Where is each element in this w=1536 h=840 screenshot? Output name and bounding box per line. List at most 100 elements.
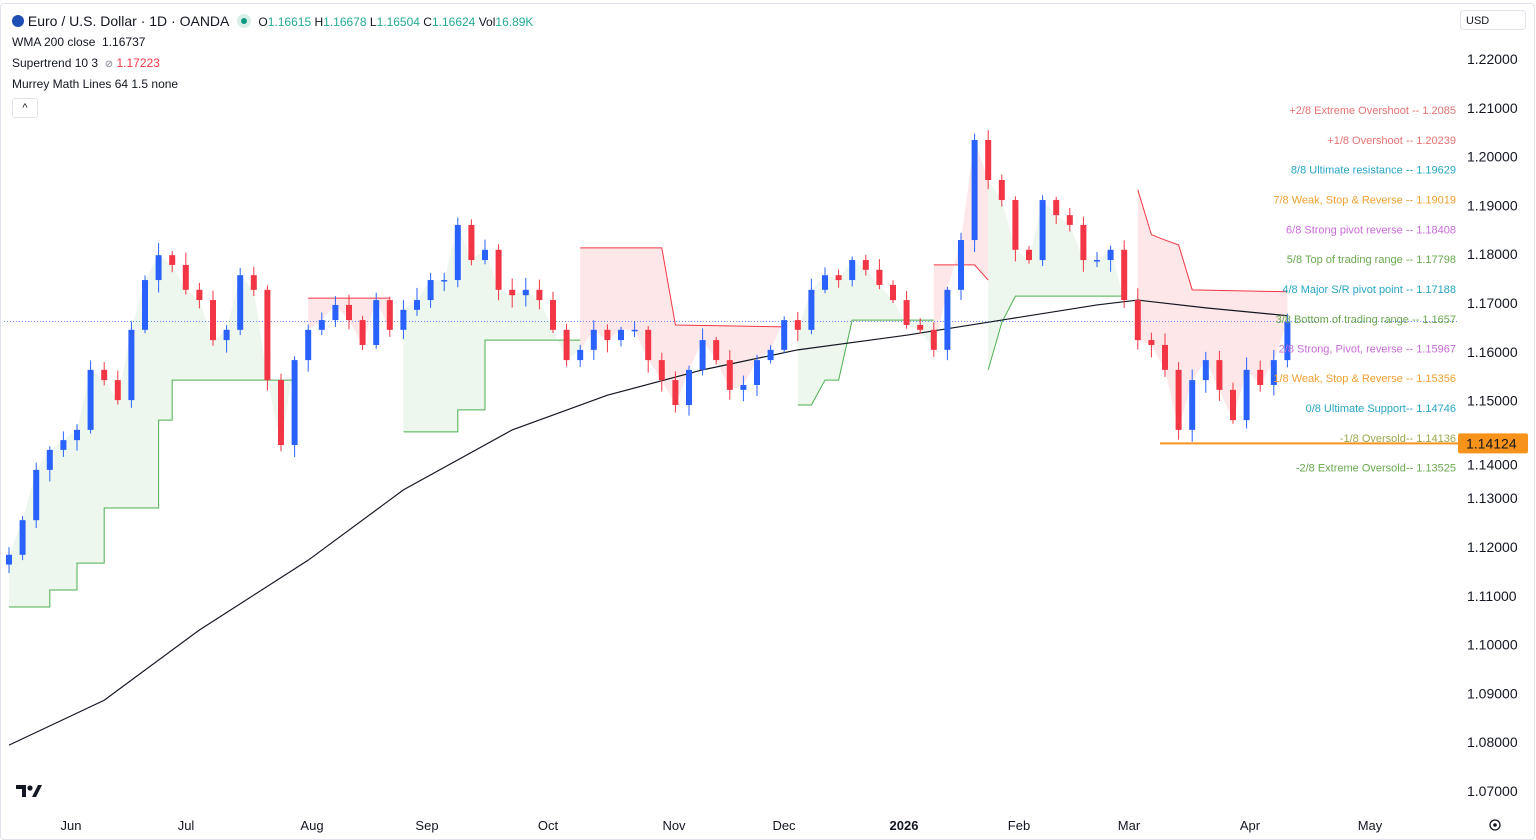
candle-body (917, 324, 924, 330)
candle-body (1053, 200, 1060, 216)
hidden-icon: ⊘ (104, 59, 114, 70)
candle-body (1257, 369, 1264, 385)
supertrend-fill-down (308, 298, 390, 345)
candle-body (6, 554, 12, 565)
price-label-text: 1.14124 (1466, 435, 1517, 451)
candle-body (427, 280, 434, 301)
y-tick-label: 1.17000 (1467, 295, 1518, 311)
candle-body (318, 320, 325, 330)
candle-body (46, 449, 53, 470)
supertrend-fill-down (1137, 189, 1288, 430)
candle-body (699, 340, 706, 370)
x-tick-label: Mar (1118, 818, 1141, 833)
chart-legend: Euro / U.S. Dollar · 1D · OANDA O1.16615… (12, 11, 533, 118)
x-tick-label: Oct (538, 818, 559, 833)
murrey-label: 6/8 Strong pivot reverse -- 1.18408 (1286, 224, 1456, 236)
candle-body (142, 280, 148, 330)
currency-selector[interactable]: USD (1460, 10, 1526, 30)
murrey-label: 1/8 Weak, Stop & Reverse -- 1.15356 (1273, 373, 1456, 385)
candle-body (686, 369, 692, 405)
candle-body (346, 304, 352, 321)
candle-body (237, 275, 244, 330)
candle-body (169, 255, 176, 265)
chevron-up-icon: ^ (22, 102, 28, 114)
candle-body (1012, 200, 1019, 250)
y-tick-label: 1.15000 (1467, 393, 1518, 409)
y-tick-label: 1.22000 (1467, 51, 1518, 67)
supertrend-line-down (580, 247, 785, 328)
indicator-murrey[interactable]: Murrey Math Lines 64 1.5 none (12, 74, 533, 95)
open-label: O (258, 15, 268, 29)
candle-body (794, 320, 801, 330)
symbol-row: Euro / U.S. Dollar · 1D · OANDA O1.16615… (12, 11, 533, 32)
x-tick-label: Sep (415, 818, 438, 833)
candle-body (781, 320, 788, 350)
volume-label: Vol (478, 15, 496, 29)
candle-body (264, 289, 271, 381)
close-label: C (423, 15, 432, 29)
y-tick-label: 1.14000 (1467, 456, 1518, 472)
supertrend-fill-up (9, 255, 295, 608)
candle-body (930, 329, 937, 350)
supertrend-fill-down (580, 247, 785, 405)
candle-body (822, 275, 828, 290)
high-value: 1.16678 (323, 15, 367, 29)
candle-body (618, 329, 624, 341)
candle-body (1175, 369, 1182, 430)
euro-flag-icon (12, 15, 24, 27)
murrey-label: -1/8 Oversold-- 1.14136 (1340, 433, 1456, 445)
candle-body (958, 240, 964, 290)
candle-body (835, 275, 842, 281)
y-tick-label: 1.18000 (1467, 246, 1518, 262)
indicator-supertrend[interactable]: Supertrend 10 3 ⊘ 1.17223 (12, 53, 533, 74)
candle-body (903, 300, 910, 325)
market-open-icon (236, 14, 251, 28)
candle-body (182, 264, 189, 290)
candle-body (604, 329, 611, 341)
tradingview-logo (16, 785, 42, 797)
candle-body (985, 140, 992, 181)
y-tick-label: 1.19000 (1467, 197, 1518, 213)
y-tick-label: 1.12000 (1467, 539, 1518, 555)
y-tick-label: 1.11000 (1467, 588, 1517, 604)
open-value: 1.16615 (267, 15, 312, 29)
candle-body (373, 300, 380, 345)
low-value: 1.16504 (376, 15, 420, 29)
candle-body (196, 289, 203, 301)
candle-body (305, 329, 312, 361)
candle-body (577, 349, 584, 361)
murrey-name: Murrey Math Lines 64 1.5 none (12, 77, 179, 91)
candle-body (876, 269, 883, 285)
candle-body (590, 329, 597, 350)
y-tick-label: 1.10000 (1467, 637, 1518, 653)
collapse-legend-button[interactable]: ^ (12, 98, 38, 118)
supertrend-value: 1.17223 (116, 56, 160, 70)
candle-body (645, 329, 652, 361)
candle-body (359, 320, 366, 345)
candle-body (87, 369, 94, 430)
supertrend-fill-up (988, 180, 1125, 370)
supertrend-fill-up (403, 224, 581, 432)
settings-icon[interactable] (1489, 819, 1501, 831)
settings-icon-ring (1489, 819, 1501, 831)
wma-name: WMA 200 close (12, 35, 96, 49)
supertrend-line-up (9, 379, 295, 608)
x-tick-label: Dec (772, 818, 796, 833)
candle-body (1243, 369, 1250, 421)
candle-body (495, 249, 502, 290)
candle-body (509, 289, 516, 296)
supertrend-name: Supertrend 10 3 (12, 56, 99, 70)
candle-body (971, 140, 978, 241)
y-tick-label: 1.20000 (1467, 149, 1518, 165)
settings-icon-dot (1493, 823, 1497, 827)
y-tick-label: 1.21000 (1467, 100, 1518, 116)
symbol-title[interactable]: Euro / U.S. Dollar · 1D · OANDA (27, 13, 229, 29)
candle-body (890, 284, 896, 301)
murrey-label: 7/8 Weak, Stop & Reverse -- 1.19019 (1273, 194, 1456, 206)
candle-body (210, 300, 216, 341)
candle-body (1094, 260, 1100, 262)
volume-value: 16.89K (495, 15, 534, 29)
indicator-wma[interactable]: WMA 200 close 1.16737 (12, 32, 533, 53)
high-label: H (314, 15, 324, 29)
